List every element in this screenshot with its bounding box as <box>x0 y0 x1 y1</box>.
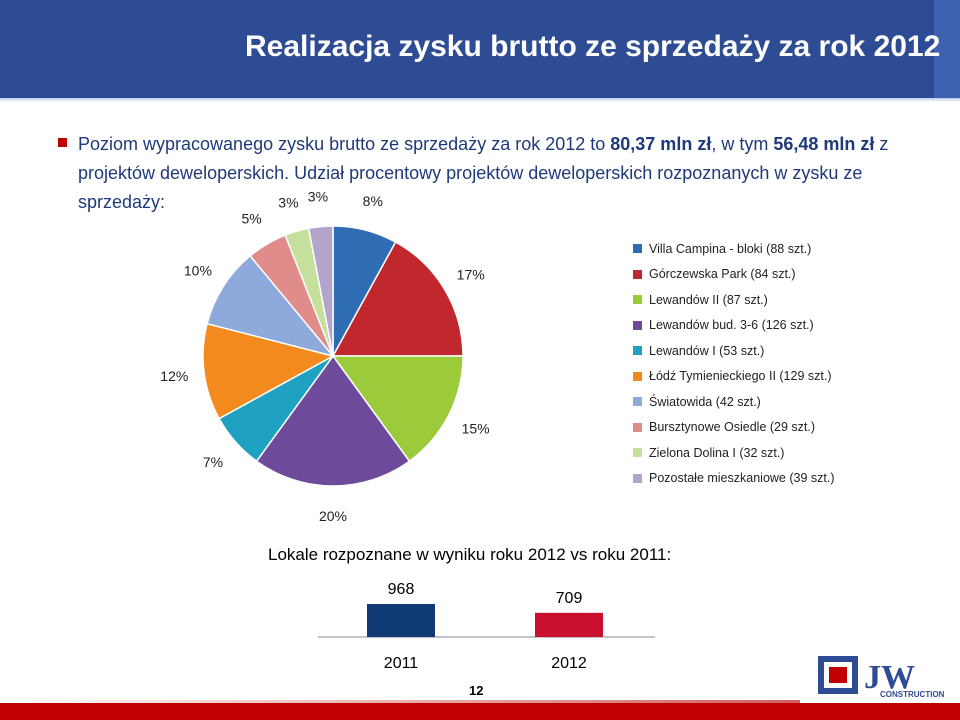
pie-data-label: 3% <box>308 189 328 205</box>
intro-text-after: z projektów deweloperskich. Udział proce… <box>78 134 889 212</box>
legend-label: Światowida (42 szt.) <box>649 394 761 409</box>
footer-bar <box>0 703 960 720</box>
legend-item: Bursztynowe Osiedle (29 szt.) <box>633 415 835 441</box>
pie-data-label: 5% <box>241 210 261 226</box>
legend-swatch <box>633 473 642 483</box>
legend-swatch <box>633 320 642 330</box>
intro-text-before: Poziom wypracowanego zysku brutto ze spr… <box>78 134 611 154</box>
legend-label: Lewandów II (87 szt.) <box>649 292 768 307</box>
legend-item: Zielona Dolina I (32 szt.) <box>633 440 835 466</box>
legend-label: Pozostałe mieszkaniowe (39 szt.) <box>649 471 835 486</box>
pie-slice <box>331 355 464 463</box>
legend-item: Łódź Tymienieckiego II (129 szt.) <box>633 364 835 390</box>
legend-swatch <box>633 422 642 432</box>
intro-bold-developer: 56,48 mln zł <box>773 134 875 154</box>
intro-paragraph: Poziom wypracowanego zysku brutto ze spr… <box>78 130 908 217</box>
pie-data-label: 8% <box>363 193 383 209</box>
intro-text-middle: , w tym <box>711 134 774 154</box>
title-bar <box>0 0 960 98</box>
logo-square-core <box>829 667 847 683</box>
legend-item: Lewandów I (53 szt.) <box>633 338 835 364</box>
pie-data-label: 20% <box>319 508 347 524</box>
footer-gradient <box>0 700 800 704</box>
legend-swatch <box>633 295 642 305</box>
bar-category-label: 2011 <box>384 655 419 672</box>
bar-category-label: 2012 <box>551 655 587 672</box>
bar <box>367 604 435 637</box>
legend-swatch <box>633 244 642 254</box>
pie-data-label: 15% <box>462 421 490 437</box>
pie-data-label: 17% <box>457 267 485 283</box>
legend-label: Zielona Dolina I (32 szt.) <box>649 445 785 460</box>
pie-data-label: 10% <box>184 262 212 278</box>
pie-slice <box>202 322 336 420</box>
pie-slice <box>206 254 336 358</box>
pie-legend: Villa Campina - bloki (88 szt.) Górczewsk… <box>633 236 835 491</box>
legend-item: Lewandów II (87 szt.) <box>633 287 835 313</box>
legend-item: Villa Campina - bloki (88 szt.) <box>633 236 835 262</box>
company-logo: JW <box>818 656 915 696</box>
pie-data-label: 12% <box>160 368 188 384</box>
bar-data-label: 968 <box>388 581 415 598</box>
legend-item: Pozostałe mieszkaniowe (39 szt.) <box>633 466 835 492</box>
legend-label: Lewandów bud. 3-6 (126 szt.) <box>649 318 814 333</box>
legend-label: Górczewska Park (84 szt.) <box>649 267 796 282</box>
legend-swatch <box>633 346 642 356</box>
page-title: Realizacja zysku brutto ze sprzedaży za … <box>245 30 941 63</box>
logo-caption: CONSTRUCTION <box>880 690 945 699</box>
pie-data-label: 3% <box>278 194 298 210</box>
pie-slice <box>255 354 411 487</box>
legend-swatch <box>633 397 642 407</box>
legend-swatch <box>633 371 642 381</box>
legend-label: Villa Campina - bloki (88 szt.) <box>649 241 812 256</box>
bar-chart-title: Lokale rozpoznane w wyniku roku 2012 vs … <box>268 545 672 564</box>
legend-item: Światowida (42 szt.) <box>633 389 835 415</box>
pie-data-label: 7% <box>203 454 223 470</box>
pie-slice <box>331 241 464 357</box>
legend-label: Lewandów I (53 szt.) <box>649 343 765 358</box>
legend-swatch <box>633 269 642 279</box>
bar-data-label: 709 <box>556 590 583 607</box>
pie-slice <box>307 225 334 357</box>
intro-bold-total: 80,37 mln zł <box>610 134 712 154</box>
bar <box>535 612 603 637</box>
legend-swatch <box>633 448 642 458</box>
bullet-icon <box>58 138 67 147</box>
title-separator <box>0 98 960 102</box>
legend-label: Łódź Tymienieckiego II (129 szt.) <box>649 369 832 384</box>
page-number: 12 <box>469 683 484 698</box>
legend-item: Górczewska Park (84 szt.) <box>633 262 835 288</box>
legend-item: Lewandów bud. 3-6 (126 szt.) <box>633 313 835 339</box>
title-bar-accent <box>934 0 960 98</box>
legend-label: Bursztynowe Osiedle (29 szt.) <box>649 420 816 435</box>
logo-letters: JW <box>864 659 915 696</box>
